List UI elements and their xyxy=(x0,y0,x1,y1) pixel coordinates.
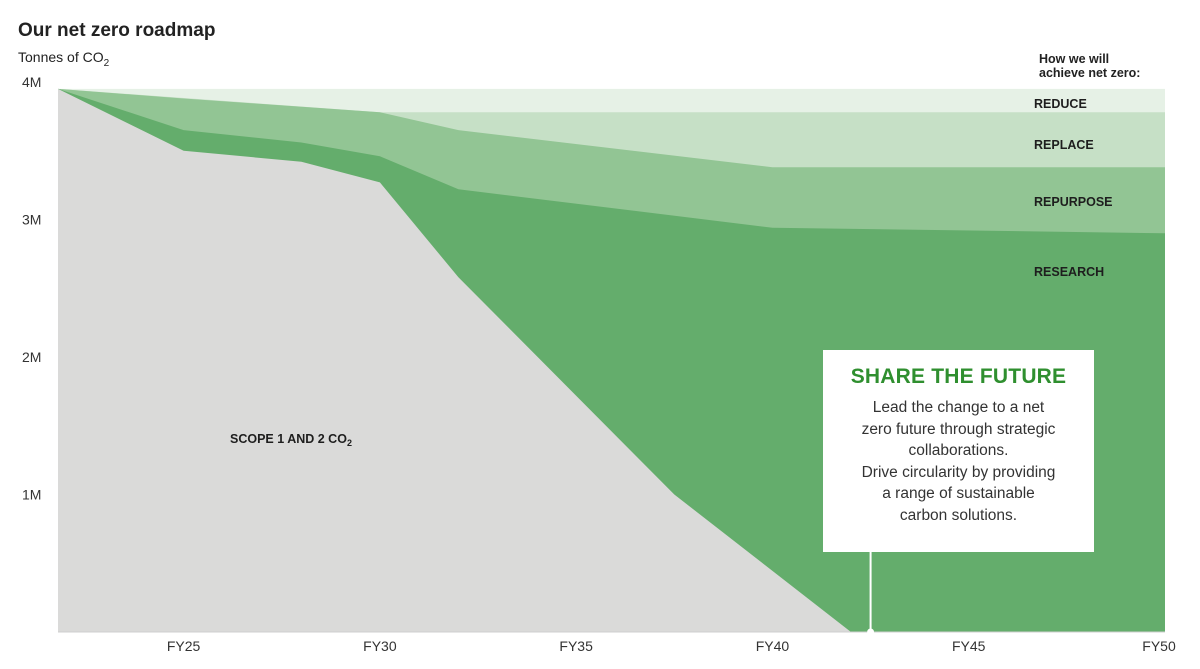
y-tick-label: 4M xyxy=(22,74,41,90)
callout-line: Lead the change to a net xyxy=(872,399,1045,416)
series-label-repurpose: REPURPOSE xyxy=(1034,195,1113,209)
callout-line: Drive circularity by providing xyxy=(861,463,1056,481)
x-tick-label: FY40 xyxy=(756,638,790,654)
y-axis-label-text: Tonnes of CO xyxy=(18,49,104,65)
y-axis-label: Tonnes of CO2 xyxy=(18,49,109,69)
y-axis-label-subscript: 2 xyxy=(103,57,110,69)
callout-title: SHARE THE FUTURE xyxy=(850,365,1067,388)
legend-heading: How we will achieve net zero: xyxy=(1039,52,1140,80)
callout-line: carbon solutions. xyxy=(899,506,1018,524)
callout-line: a range of sustainable xyxy=(882,485,1035,502)
y-tick-label: 3M xyxy=(22,212,41,228)
y-tick-label: 2M xyxy=(22,349,41,365)
callout-body: Lead the change to a net zero future thr… xyxy=(823,397,1094,526)
x-tick-label: FY50 xyxy=(1142,638,1176,654)
callout-line: zero future through strategic xyxy=(861,420,1056,438)
area-scope-1-and-2-co xyxy=(58,88,851,632)
chart-title: Our net zero roadmap xyxy=(18,20,216,41)
callout-connector-dot xyxy=(867,628,875,636)
x-tick-label: FY25 xyxy=(167,638,201,654)
x-tick-label: FY45 xyxy=(952,638,986,654)
legend-heading-line-2: achieve net zero: xyxy=(1039,66,1141,80)
series-label-replace: REPLACE xyxy=(1034,138,1094,152)
x-tick-label: FY30 xyxy=(363,638,397,654)
y-tick-label: 1M xyxy=(22,487,41,503)
callout-line: collaborations. xyxy=(908,442,1009,459)
series-label-research: RESEARCH xyxy=(1034,265,1104,279)
series-label-reduce: REDUCE xyxy=(1034,97,1087,111)
series-label-scope-1-and-2-co: SCOPE 1 AND 2 CO2 xyxy=(230,432,352,448)
legend-heading-line-1: How we will xyxy=(1039,52,1110,66)
x-tick-label: FY35 xyxy=(559,638,593,654)
share-the-future-callout: SHARE THE FUTURE Lead the change to a ne… xyxy=(823,350,1094,552)
